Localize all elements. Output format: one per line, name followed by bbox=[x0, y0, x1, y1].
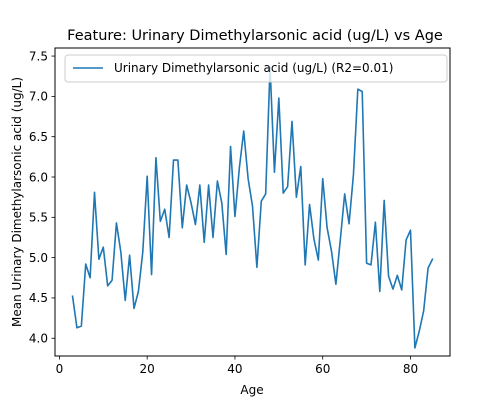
x-tick-label: 80 bbox=[403, 362, 418, 376]
y-tick-label: 4.5 bbox=[29, 291, 48, 305]
y-tick-label: 7.0 bbox=[29, 90, 48, 104]
series-line bbox=[71, 65, 434, 349]
x-tick-label: 0 bbox=[56, 362, 64, 376]
y-tick-label: 4.0 bbox=[29, 332, 48, 346]
x-tick-label: 20 bbox=[140, 362, 155, 376]
y-axis-label: Mean Urinary Dimethylarsonic acid (ug/L) bbox=[10, 77, 24, 327]
legend-box bbox=[64, 54, 448, 83]
x-axis-label: Age bbox=[240, 383, 263, 397]
legend-label: Urinary Dimethylarsonic acid (ug/L) (R2=… bbox=[114, 61, 393, 75]
legend: Urinary Dimethylarsonic acid (ug/L) (R2=… bbox=[64, 54, 448, 83]
y-tick-label: 7.5 bbox=[29, 49, 48, 63]
y-tick-label: 6.5 bbox=[29, 130, 48, 144]
y-tick-label: 6.0 bbox=[29, 170, 48, 184]
x-tick-label: 40 bbox=[227, 362, 242, 376]
x-tick-label: 60 bbox=[315, 362, 330, 376]
y-axis-ticks: 4.0 4.5 5.0 5.5 6.0 6.5 7.0 7.5 bbox=[29, 49, 55, 346]
y-tick-label: 5.0 bbox=[29, 251, 48, 265]
y-tick-label: 5.5 bbox=[29, 211, 48, 225]
series-layer bbox=[71, 65, 434, 349]
x-axis-ticks: 0 20 40 60 80 bbox=[56, 356, 418, 376]
chart-title: Feature: Urinary Dimethylarsonic acid (u… bbox=[67, 28, 443, 44]
